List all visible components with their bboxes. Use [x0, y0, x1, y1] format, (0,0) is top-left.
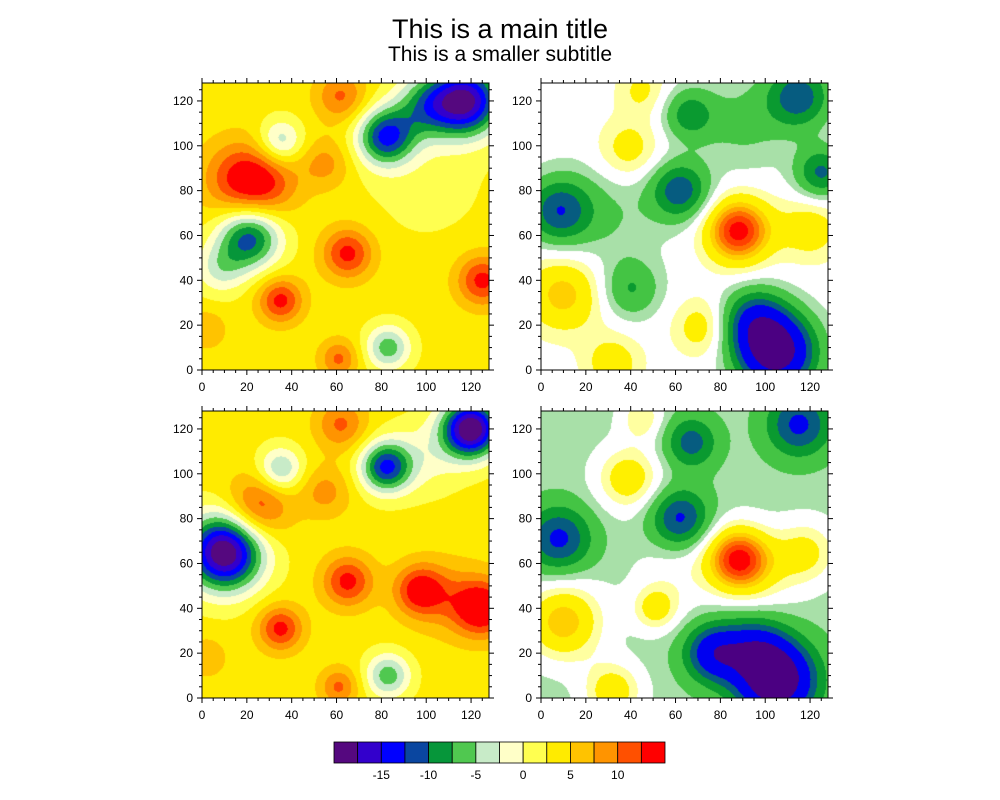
contour-plot-bottom-right — [541, 411, 828, 698]
contour-plot-top-right — [541, 83, 828, 370]
colorbar-box — [380, 741, 406, 764]
y-tick-label: 20 — [180, 646, 194, 660]
colorbar-box — [475, 741, 500, 764]
y-tick-label: 100 — [173, 467, 193, 481]
colorbar-box — [593, 741, 619, 764]
colorbar-box — [428, 741, 453, 764]
colorbar-box — [451, 741, 477, 764]
x-tick-label: 100 — [755, 380, 775, 394]
y-tick-label: 80 — [519, 184, 533, 198]
x-tick-label: 40 — [624, 380, 638, 394]
plot-frame — [540, 410, 829, 699]
y-tick-label: 40 — [519, 273, 533, 287]
colorbar-label: 10 — [611, 768, 625, 782]
y-tick-label: 20 — [180, 318, 194, 332]
colorbar-box — [640, 741, 666, 764]
x-tick-label: 100 — [416, 380, 436, 394]
main-title: This is a main title — [391, 14, 609, 44]
colorbar-box — [333, 741, 359, 764]
colorbar-box — [617, 741, 642, 764]
y-tick-label: 80 — [180, 184, 194, 198]
x-tick-label: 120 — [461, 380, 481, 394]
y-tick-label: 0 — [186, 363, 193, 377]
x-tick-label: 120 — [461, 708, 481, 722]
x-tick-label: 60 — [330, 708, 344, 722]
plot-frame — [201, 82, 490, 371]
x-tick-label: 120 — [800, 380, 820, 394]
panel-axes-top-right: 00 20 20 40 40 60 60 80 80 100 100 120 120 — [512, 78, 833, 394]
x-tick-label: 80 — [714, 708, 728, 722]
x-tick-label: 120 — [800, 708, 820, 722]
colorbar-label: 0 — [520, 768, 527, 782]
y-tick-label: 0 — [186, 691, 193, 705]
colorbar-box — [546, 741, 571, 764]
y-tick-label: 40 — [180, 601, 194, 615]
colorbar-box — [522, 741, 548, 764]
y-tick-label: 100 — [173, 139, 193, 153]
colorbar-box — [570, 741, 595, 764]
y-tick-label: 20 — [519, 646, 533, 660]
panel-axes-bottom-right: 00 20 20 40 40 60 60 80 80 100 100 120 120 — [512, 406, 833, 722]
colorbar-box — [357, 741, 382, 764]
y-tick-label: 120 — [173, 422, 193, 436]
x-tick-label: 20 — [579, 708, 593, 722]
contour-plot-top-left — [202, 83, 489, 370]
y-tick-label: 0 — [525, 691, 532, 705]
x-tick-label: 40 — [624, 708, 638, 722]
x-tick-label: 20 — [240, 380, 254, 394]
y-tick-label: 120 — [512, 94, 532, 108]
x-tick-label: 0 — [199, 708, 206, 722]
x-tick-label: 40 — [285, 708, 299, 722]
y-tick-label: 100 — [512, 139, 532, 153]
x-tick-label: 0 — [199, 380, 206, 394]
x-tick-label: 60 — [669, 380, 683, 394]
x-tick-label: 80 — [375, 708, 389, 722]
plot-frame — [540, 82, 829, 371]
colorbar-label: -15 — [373, 768, 391, 782]
x-tick-label: 20 — [579, 380, 593, 394]
x-tick-label: 100 — [416, 708, 436, 722]
y-tick-label: 0 — [525, 363, 532, 377]
subtitle: This is a smaller subtitle — [387, 43, 613, 66]
y-tick-label: 120 — [173, 94, 193, 108]
colorbar-box — [404, 741, 429, 764]
x-tick-label: 80 — [714, 380, 728, 394]
colorbar-label: 5 — [567, 768, 574, 782]
y-tick-label: 40 — [180, 273, 194, 287]
colorbar-label: -5 — [471, 768, 482, 782]
y-tick-label: 120 — [512, 422, 532, 436]
x-tick-label: 100 — [755, 708, 775, 722]
x-tick-label: 60 — [330, 380, 344, 394]
plot-frame — [201, 410, 490, 699]
x-tick-label: 20 — [240, 708, 254, 722]
colorbar-label: -10 — [420, 768, 438, 782]
y-tick-label: 60 — [519, 228, 533, 242]
y-tick-label: 20 — [519, 318, 533, 332]
y-tick-label: 100 — [512, 467, 532, 481]
x-tick-label: 80 — [375, 380, 389, 394]
panel-axes-bottom-left: 00 20 20 40 40 60 60 80 80 100 100 120 120 — [173, 406, 494, 722]
y-tick-label: 80 — [519, 512, 533, 526]
x-tick-label: 0 — [538, 380, 545, 394]
y-tick-label: 40 — [519, 601, 533, 615]
colorbar-box — [499, 741, 524, 764]
x-tick-label: 0 — [538, 708, 545, 722]
panel-axes-top-left: 00 20 20 40 40 60 60 80 80 100 100 120 120 — [173, 78, 494, 394]
y-tick-label: 80 — [180, 512, 194, 526]
x-tick-label: 60 — [669, 708, 683, 722]
x-tick-label: 40 — [285, 380, 299, 394]
contour-plot-bottom-left — [202, 411, 489, 698]
y-tick-label: 60 — [180, 228, 194, 242]
colorbar: -15 -10 -5 0 5 10 — [333, 741, 666, 782]
y-tick-label: 60 — [519, 556, 533, 570]
y-tick-label: 60 — [180, 556, 194, 570]
